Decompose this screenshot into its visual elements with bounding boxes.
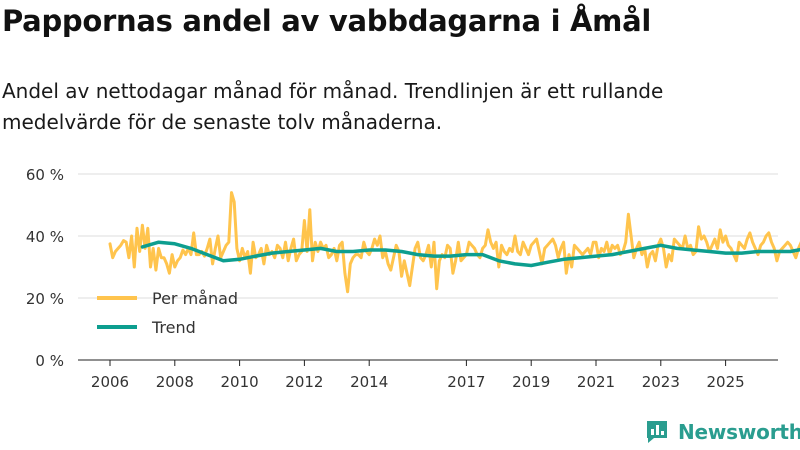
series-line-trend (140, 240, 800, 268)
x-tick-label: 2021 (577, 373, 615, 391)
brand-logo: Newsworthy (644, 419, 800, 445)
plot-area (108, 191, 800, 294)
legend: Per månad Trend (97, 289, 238, 337)
x-tick-label: 2023 (642, 373, 680, 391)
x-axis: 2006 2008 2010 2012 2014 2017 2019 2021 2023 2025 (78, 359, 778, 391)
y-axis-tick-labels: 0 % 20 % 40 % 60 % (26, 166, 64, 370)
brand-name: Newsworthy (678, 420, 800, 444)
y-tick-label: 60 % (26, 166, 64, 184)
y-tick-label: 0 % (35, 352, 64, 370)
line-chart: 0 % 20 % 40 % 60 % 2006 2008 2010 2012 2014 2017… (26, 166, 800, 391)
x-tick-label: 2008 (156, 373, 194, 391)
x-tick-label: 2006 (91, 373, 129, 391)
y-tick-label: 40 % (26, 228, 64, 246)
x-tick-label: 2010 (221, 373, 259, 391)
x-tick-label: 2025 (707, 373, 745, 391)
bar-chart-logo-icon (647, 421, 667, 443)
legend-label: Trend (151, 318, 196, 337)
chart-subtitle: Andel av nettodagar månad för månad. Tre… (2, 79, 664, 134)
series-line-per-manad (108, 191, 800, 294)
chart-title: Pappornas andel av vabbdagarna i Åmål (2, 4, 651, 38)
x-tick-label: 2014 (350, 373, 388, 391)
x-tick-label: 2012 (285, 373, 323, 391)
x-tick-label: 2019 (512, 373, 550, 391)
y-tick-label: 20 % (26, 290, 64, 308)
x-tick-label: 2017 (447, 373, 485, 391)
legend-label: Per månad (152, 289, 238, 308)
